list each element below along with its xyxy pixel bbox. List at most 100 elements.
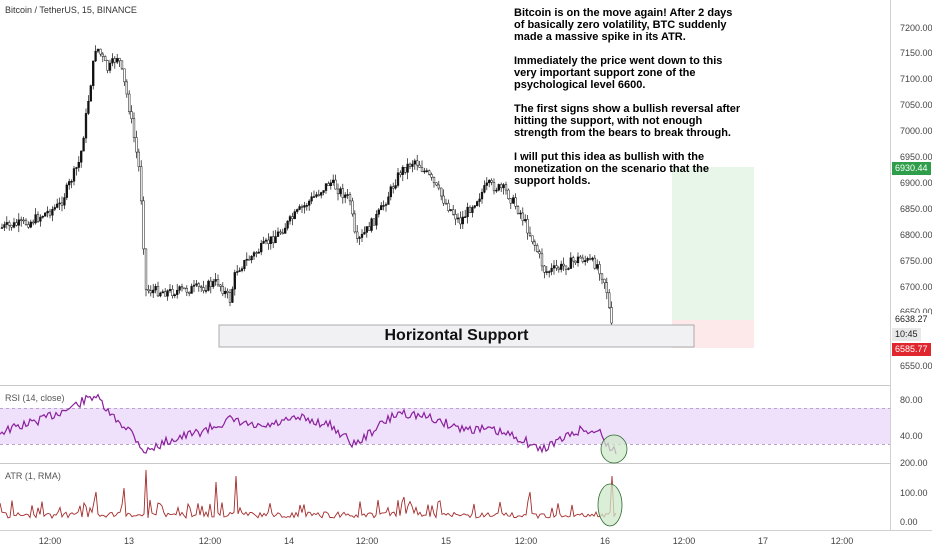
candle-body xyxy=(240,268,244,271)
candle-body xyxy=(305,205,308,207)
price-tick: 7050.00 xyxy=(900,100,932,110)
candle-body xyxy=(63,197,66,206)
candle-body xyxy=(387,196,390,205)
candle-body xyxy=(449,209,452,211)
time-tick: 12:00 xyxy=(514,536,538,546)
candle-body xyxy=(375,213,378,226)
candle-body xyxy=(279,231,282,234)
candle-body xyxy=(480,191,484,200)
candle-body xyxy=(524,219,527,222)
candle-body xyxy=(22,219,25,222)
candle-body xyxy=(454,214,457,220)
candle-body xyxy=(461,216,464,225)
candle-body xyxy=(564,265,568,270)
candle-body xyxy=(548,271,551,273)
candle-body xyxy=(125,81,128,95)
current-price-tag: 6638.27 xyxy=(892,313,931,326)
candle-body xyxy=(540,253,544,267)
candle-body xyxy=(293,211,296,219)
candle-body xyxy=(200,286,203,288)
candle-body xyxy=(171,289,174,297)
candle-body xyxy=(298,206,301,210)
symbol-title[interactable]: Bitcoin / TetherUS, 15, BINANCE xyxy=(5,5,137,15)
candle-body xyxy=(605,282,608,294)
candle-body xyxy=(420,167,424,172)
candle-body xyxy=(531,235,534,243)
time-tick: 15 xyxy=(440,536,452,546)
candle-body xyxy=(82,137,85,152)
candle-body xyxy=(332,179,335,183)
atr-series xyxy=(0,469,617,519)
annotation-paragraph: Bitcoin is on the move again! After 2 da… xyxy=(514,7,733,43)
candle-body xyxy=(567,268,570,270)
candle-body xyxy=(154,286,157,291)
rsi-label[interactable]: RSI (14, close) xyxy=(5,393,65,403)
price-candles xyxy=(0,45,613,325)
candle-body xyxy=(3,224,6,228)
candle-body xyxy=(231,288,234,303)
candle-body xyxy=(46,210,49,214)
time-tick: 12:00 xyxy=(355,536,379,546)
candle-body xyxy=(346,194,349,196)
candle-body xyxy=(495,189,498,192)
candle-body xyxy=(101,53,104,57)
candle-body xyxy=(15,222,18,226)
candle-body xyxy=(12,222,16,228)
rsi-tick: 40.00 xyxy=(900,431,923,441)
rsi-highlight-circle xyxy=(600,434,628,464)
candle-body xyxy=(24,219,28,225)
price-tick: 7000.00 xyxy=(900,126,932,136)
candle-body xyxy=(36,214,40,222)
target-price-tag: 6930.44 xyxy=(892,162,931,175)
candle-body xyxy=(195,283,198,286)
candle-body xyxy=(92,60,95,86)
candle-body xyxy=(514,197,517,207)
candle-body xyxy=(202,287,205,291)
candle-body xyxy=(17,219,20,226)
candle-body xyxy=(99,48,102,55)
candle-body xyxy=(159,292,162,297)
candle-body xyxy=(452,209,455,215)
candle-body xyxy=(5,222,8,225)
candle-body xyxy=(392,186,395,189)
atr-label[interactable]: ATR (1, RMA) xyxy=(5,471,61,481)
candle-body xyxy=(257,251,260,254)
candle-body xyxy=(185,288,188,293)
candle-body xyxy=(572,257,575,262)
candle-body xyxy=(320,192,323,196)
candle-body xyxy=(248,258,251,261)
candle-body xyxy=(600,273,604,280)
candle-body xyxy=(212,281,215,287)
support-zone xyxy=(218,324,695,348)
candle-body xyxy=(593,257,596,269)
candle-body xyxy=(70,181,73,183)
candle-body xyxy=(123,68,126,83)
candle-body xyxy=(437,184,440,189)
price-tick: 7150.00 xyxy=(900,48,932,58)
candle-body xyxy=(490,180,493,183)
candle-body xyxy=(104,56,107,61)
candle-body xyxy=(363,232,366,235)
candle-body xyxy=(516,206,520,214)
candle-body xyxy=(336,188,340,195)
candle-body xyxy=(140,166,143,202)
candle-body xyxy=(372,218,376,226)
candle-body xyxy=(384,204,388,206)
atr-tick: 0.00 xyxy=(900,517,918,527)
candle-body xyxy=(176,289,179,295)
candle-body xyxy=(339,188,342,195)
rsi-band xyxy=(0,408,890,444)
time-tick: 12:00 xyxy=(38,536,62,546)
candle-body xyxy=(214,279,217,282)
candle-body xyxy=(188,291,191,294)
candle-body xyxy=(236,271,239,273)
annotation-paragraph: The first signs show a bullish reversal … xyxy=(514,103,741,139)
candle-body xyxy=(308,200,311,206)
candle-body xyxy=(132,118,136,138)
candle-body xyxy=(197,283,200,287)
time-tick: 13 xyxy=(123,536,135,546)
annotation-paragraph: Immediately the price went down to this … xyxy=(514,55,723,91)
support-label: Horizontal Support xyxy=(384,327,529,344)
